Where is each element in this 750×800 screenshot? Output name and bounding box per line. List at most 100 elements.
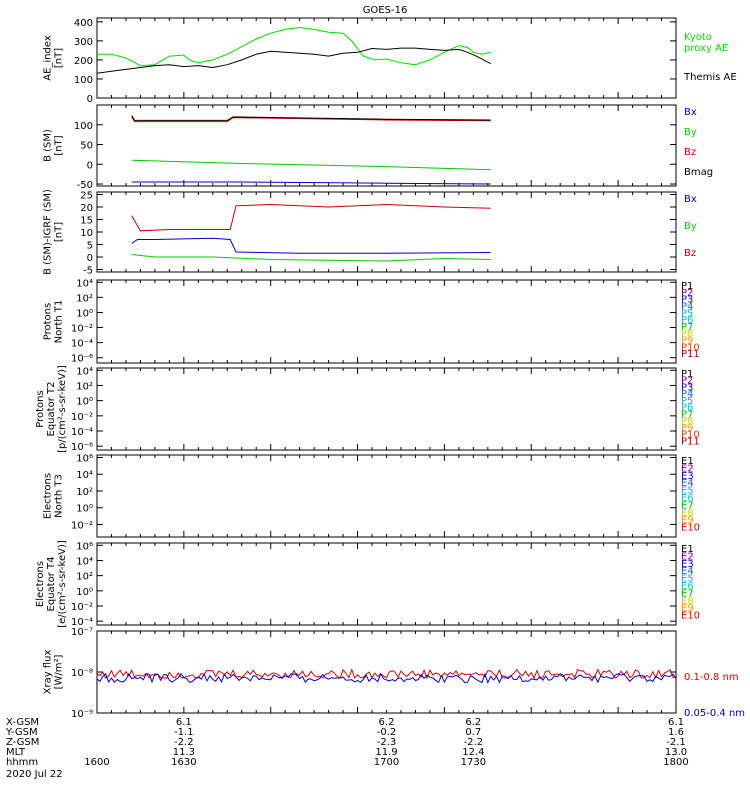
y-axis-label: [e/(cm²-s-sr-keV)]	[57, 540, 68, 628]
y-axis-label: [nT]	[54, 135, 65, 155]
series-kyoto-proxy-ae	[97, 26, 491, 67]
time-axis-value: -2.1	[666, 737, 686, 748]
time-axis-value: 6.1	[668, 717, 684, 728]
panel-frame	[96, 630, 677, 714]
time-axis-value: 13.0	[665, 747, 687, 758]
time-axis-value: 1700	[374, 757, 399, 768]
series-by	[131, 254, 491, 262]
legend-p2: P2	[681, 288, 693, 299]
legend-themis-ae: Themis AE	[683, 72, 737, 83]
y-tick-label: 10⁶	[76, 541, 93, 552]
time-row-label: MLT	[6, 747, 26, 758]
y-tick-label: 10²	[76, 487, 93, 498]
panel-frame	[96, 454, 677, 538]
y-tick-label: 10⁴	[76, 366, 93, 377]
y-axis-label: [nT]	[54, 222, 65, 242]
time-axis-value: -1.1	[174, 727, 194, 738]
time-axis-value: -2.3	[377, 737, 397, 748]
y-tick-label: 10⁻²	[71, 602, 93, 613]
y-tick-label: 10⁻⁴	[71, 427, 93, 438]
legend-bz: Bz	[684, 248, 696, 259]
y-tick-label: 10⁰	[76, 308, 93, 319]
legend-e1: E1	[681, 544, 694, 555]
y-tick-label: 10⁻⁶	[71, 442, 93, 453]
y-tick-label: -5	[83, 266, 93, 277]
y-tick-label: 5	[87, 241, 93, 252]
legend-e1: E1	[681, 456, 694, 467]
y-tick-label: 10⁻²	[71, 412, 93, 423]
y-tick-label: 10⁻²	[71, 324, 93, 335]
legend-p11: P11	[681, 349, 700, 360]
legend-e6: E6	[681, 493, 694, 504]
legend-p5: P5	[681, 396, 693, 407]
y-axis-label: B (SM)	[43, 129, 54, 162]
series-bx	[131, 237, 491, 254]
y-tick-label: 10²	[76, 293, 93, 304]
legend-p4: P4	[681, 301, 693, 312]
legend-p10: P10	[681, 430, 700, 441]
time-axis-value: -0.2	[377, 727, 397, 738]
legend-p9: P9	[681, 423, 693, 434]
legend-p3: P3	[681, 295, 693, 306]
panel-frame	[96, 367, 677, 451]
legend-e5: E5	[681, 574, 694, 585]
time-axis-value: 6.1	[176, 717, 192, 728]
y-tick-label: 10	[80, 228, 93, 239]
legend-bmag: Bmag	[684, 167, 713, 178]
y-tick-label: 10⁴	[76, 556, 93, 567]
time-row-label: Z-GSM	[6, 737, 39, 748]
y-axis-label: B (SM)-IGRF (SM)	[43, 189, 54, 275]
time-axis-value: 11.9	[375, 747, 397, 758]
y-tick-label: 10⁴	[76, 278, 93, 289]
y-axis-label: Protons	[35, 390, 46, 427]
y-tick-label: 10⁶	[76, 454, 93, 465]
y-tick-label: -50	[77, 180, 93, 191]
legend-bz: Bz	[684, 147, 696, 158]
y-tick-label: 25	[80, 191, 93, 202]
legend-e9: E9	[681, 515, 694, 526]
y-tick-label: 15	[80, 216, 93, 227]
time-axis-value: 6.2	[465, 717, 481, 728]
y-axis-label: North T3	[54, 474, 65, 518]
time-axis-value: 6.2	[379, 717, 395, 728]
y-tick-label: 400	[74, 18, 93, 29]
legend-e7: E7	[681, 588, 694, 599]
legend-e9: E9	[681, 603, 694, 614]
legend-bx: Bx	[684, 194, 697, 205]
time-axis-value: 12.4	[462, 747, 484, 758]
legend-e4: E4	[681, 566, 694, 577]
legend-e2: E2	[681, 551, 694, 562]
panel-p_t2: 10⁴ 10² 10⁰ 10⁻² 10⁻⁴ 10⁻⁶ Protons Equator T2 [p…	[35, 365, 700, 453]
y-axis-label: [W/m²]	[54, 654, 65, 689]
plot-title: GOES-16	[363, 5, 408, 16]
panel-frame	[96, 279, 677, 364]
y-axis-label: North T1	[54, 300, 65, 344]
y-axis-label: Xray flux	[43, 650, 54, 695]
y-tick-label: 10⁴	[76, 470, 93, 481]
legend-p4: P4	[681, 389, 693, 400]
legend-p6: P6	[681, 403, 693, 414]
y-tick-label: 100	[74, 121, 93, 132]
legend-p1: P1	[681, 369, 693, 380]
series-bz	[131, 203, 491, 232]
series-bz	[131, 116, 491, 123]
y-tick-label: 10⁻²	[71, 520, 93, 531]
legend-e4: E4	[681, 478, 694, 489]
date-label: 2020 Jul 22	[6, 769, 63, 780]
series-by	[131, 159, 491, 171]
legend-p3: P3	[681, 382, 693, 393]
y-tick-label: 10⁰	[76, 397, 93, 408]
legend-e7: E7	[681, 500, 694, 511]
y-tick-label: 10⁰	[76, 504, 93, 515]
y-tick-label: 10⁰	[76, 587, 93, 598]
time-row-label: X-GSM	[6, 717, 39, 728]
y-axis-label: [p/(cm²-s-sr-keV)]	[57, 365, 68, 453]
legend-e3: E3	[681, 471, 694, 482]
y-axis-label: Electrons	[43, 473, 54, 519]
y-tick-label: 200	[74, 56, 93, 67]
panel-xray: 10⁻⁷ 10⁻⁸ 10⁻⁹ Xray flux [W/m²] 0.1-0.8 nm 0.0…	[43, 627, 746, 720]
